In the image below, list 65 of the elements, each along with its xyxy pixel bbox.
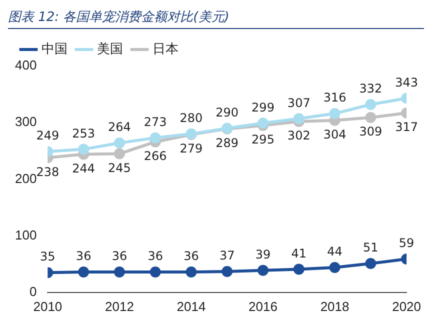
point [150,132,161,144]
data-label: 36 [112,249,128,264]
point [293,264,304,275]
data-label: 279 [180,142,203,156]
data-label: 317 [395,120,418,134]
data-label: 309 [359,124,382,139]
data-label: 41 [291,246,307,260]
legend-label: 美国 [97,40,123,57]
data-label: 304 [323,127,346,142]
data-label: 36 [184,249,199,264]
data-label: 290 [216,105,239,120]
point [329,262,340,273]
point [222,266,233,277]
data-label: 266 [144,148,167,163]
data-label: 249 [36,128,60,143]
data-label: 316 [323,90,346,105]
chart-title: 图表 12: 各国单宠消费金额对比(美元) [8,8,424,29]
data-label: 35 [40,250,56,264]
point [365,258,376,270]
y-tick-label: 200 [14,170,37,186]
point [365,98,376,110]
point [78,266,90,278]
data-label: 238 [36,164,60,179]
legend-label: 日本 [152,42,178,57]
x-tick-label: 2020 [392,298,421,314]
data-label: 37 [219,248,235,263]
data-label: 36 [148,249,163,264]
data-label: 280 [180,111,203,126]
x-tick-label: 2014 [176,298,206,314]
point [293,113,304,124]
y-tick-label: 400 [14,58,37,73]
point [114,148,125,160]
y-tick-label: 100 [14,227,37,242]
point [114,137,125,148]
data-label: 44 [327,244,342,259]
data-label: 307 [287,96,310,110]
x-tick-label: 2018 [320,298,350,314]
data-label: 273 [144,115,167,130]
data-label: 39 [255,247,271,262]
point [114,266,125,278]
point [150,266,161,278]
data-label: 264 [108,120,131,134]
data-label: 51 [363,240,378,255]
data-label: 343 [395,75,418,90]
point [78,144,90,155]
y-tick-label: 0 [29,284,37,299]
data-label: 295 [252,132,274,147]
data-label: 245 [108,160,131,175]
y-tick-label: 300 [14,114,37,130]
point [258,264,268,276]
legend-label: 中国 [42,42,68,57]
data-label: 302 [287,128,310,143]
x-tick-label: 2016 [248,298,278,314]
data-label: 332 [359,82,382,96]
data-label: 253 [72,126,96,140]
x-tick-label: 2010 [33,298,62,314]
point [186,266,197,278]
data-label: 299 [252,100,274,114]
data-label: 244 [72,161,96,176]
data-label: 289 [216,136,239,150]
data-label: 36 [76,249,92,264]
point [329,108,340,120]
point [365,112,376,124]
data-label: 59 [398,236,414,250]
x-tick-label: 2012 [105,298,134,314]
